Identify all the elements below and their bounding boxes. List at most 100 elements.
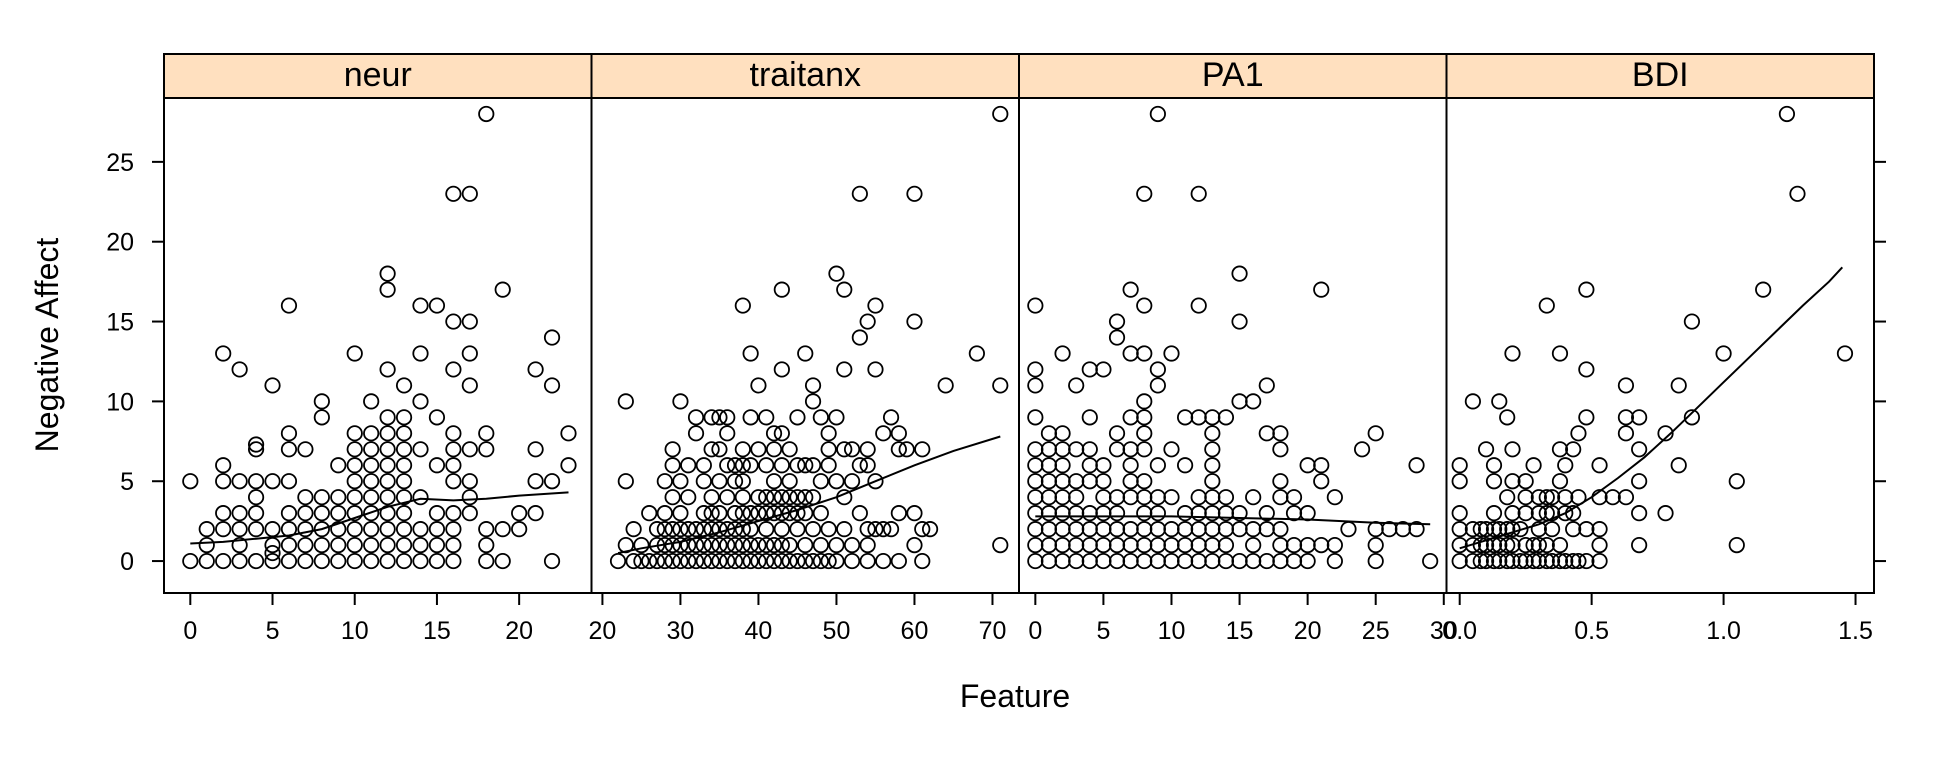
data-point-neur: [313, 393, 330, 410]
data-point-BDI: [1578, 281, 1595, 298]
data-point-PA1: [1176, 457, 1194, 474]
data-point-neur: [280, 425, 298, 442]
data-point-traitanx: [687, 425, 705, 442]
data-point-neur: [346, 536, 363, 554]
data-point-traitanx: [828, 265, 845, 282]
data-point-BDI: [1617, 377, 1635, 394]
data-point-neur: [215, 505, 232, 522]
data-point-PA1: [1081, 505, 1098, 522]
data-point-traitanx: [742, 409, 759, 426]
data-point-traitanx: [687, 552, 705, 570]
data-point-traitanx: [828, 552, 845, 570]
data-point-neur: [264, 544, 281, 562]
data-point-PA1: [1108, 313, 1126, 330]
data-point-traitanx: [687, 521, 705, 538]
data-point-traitanx: [797, 505, 814, 522]
data-point-traitanx: [820, 441, 837, 458]
data-point-traitanx: [672, 521, 689, 538]
data-point-BDI: [1631, 473, 1648, 490]
data-point-neur: [445, 473, 462, 490]
data-point-PA1: [1054, 425, 1071, 442]
data-point-PA1: [1149, 521, 1166, 538]
data-point-traitanx: [781, 489, 798, 506]
data-point-PA1: [1040, 505, 1058, 522]
data-point-BDI: [1477, 552, 1495, 570]
data-point-BDI: [1491, 393, 1508, 410]
smooth-line-PA1: [1035, 515, 1431, 526]
data-point-PA1: [1122, 441, 1139, 458]
data-point-BDI: [1778, 105, 1796, 123]
data-point-BDI: [1578, 409, 1595, 426]
data-point-traitanx: [633, 536, 650, 554]
data-point-neur: [511, 505, 528, 522]
data-point-neur: [280, 552, 298, 570]
data-point-BDI: [1485, 505, 1503, 522]
data-point-traitanx: [719, 409, 736, 426]
data-point-PA1: [1095, 552, 1112, 570]
data-point-traitanx: [656, 552, 673, 570]
data-point-PA1: [1054, 552, 1071, 570]
data-point-neur: [231, 473, 248, 490]
data-point-neur: [346, 425, 363, 442]
data-point-PA1: [1027, 489, 1044, 506]
data-point-PA1: [1081, 536, 1098, 554]
data-point-traitanx: [812, 409, 829, 426]
data-point-PA1: [1122, 521, 1139, 538]
data-point-BDI: [1491, 536, 1508, 554]
data-point-PA1: [1367, 425, 1384, 442]
data-point-PA1: [1081, 457, 1098, 474]
data-point-traitanx: [711, 409, 728, 426]
data-point-traitanx: [968, 345, 985, 362]
data-point-BDI: [1836, 345, 1854, 362]
data-point-traitanx: [906, 505, 923, 522]
data-point-traitanx: [875, 425, 892, 442]
y-axis-title: Negative Affect: [29, 238, 65, 453]
data-point-traitanx: [695, 473, 712, 490]
data-point-neur: [215, 552, 232, 570]
x-tick-label-traitanx: 50: [823, 617, 851, 645]
data-point-traitanx: [781, 505, 798, 522]
data-point-BDI: [1504, 473, 1521, 490]
data-point-PA1: [1190, 505, 1207, 522]
data-point-neur: [363, 489, 380, 506]
data-point-PA1: [1054, 441, 1071, 458]
data-point-PA1: [1108, 521, 1126, 538]
data-point-PA1: [1136, 489, 1153, 506]
y-tick-label: 10: [106, 388, 134, 416]
data-point-traitanx: [758, 457, 775, 474]
data-point-neur: [346, 489, 363, 506]
data-point-neur: [330, 489, 347, 506]
data-point-PA1: [1108, 329, 1126, 346]
data-point-BDI: [1755, 281, 1772, 298]
data-point-traitanx: [742, 552, 759, 570]
data-point-traitanx: [875, 521, 892, 538]
data-point-traitanx: [875, 552, 892, 570]
data-point-PA1: [1122, 345, 1139, 362]
data-point-neur: [527, 505, 544, 522]
data-point-PA1: [1204, 473, 1221, 490]
data-point-BDI: [1728, 473, 1745, 490]
data-point-traitanx: [765, 425, 783, 442]
x-axis-title: Feature: [960, 678, 1070, 714]
data-point-traitanx: [765, 552, 783, 570]
data-point-traitanx: [758, 536, 775, 554]
data-point-traitanx: [773, 521, 790, 538]
data-point-traitanx: [797, 457, 814, 474]
data-point-BDI: [1499, 521, 1516, 538]
data-point-neur: [379, 536, 396, 554]
data-point-traitanx: [703, 441, 720, 458]
data-point-traitanx: [726, 536, 744, 554]
data-point-PA1: [1231, 505, 1248, 522]
data-point-PA1: [1095, 473, 1112, 490]
data-point-PA1: [1163, 536, 1180, 554]
data-point-traitanx: [758, 409, 775, 426]
data-point-PA1: [1190, 409, 1207, 426]
data-point-PA1: [1204, 521, 1221, 538]
data-point-PA1: [1108, 425, 1126, 442]
y-tick-label: 5: [120, 468, 134, 496]
data-point-PA1: [1313, 536, 1330, 554]
data-point-neur: [543, 377, 561, 394]
data-point-PA1: [1245, 489, 1262, 506]
data-point-PA1: [1258, 521, 1275, 538]
data-point-PA1: [1190, 489, 1207, 506]
